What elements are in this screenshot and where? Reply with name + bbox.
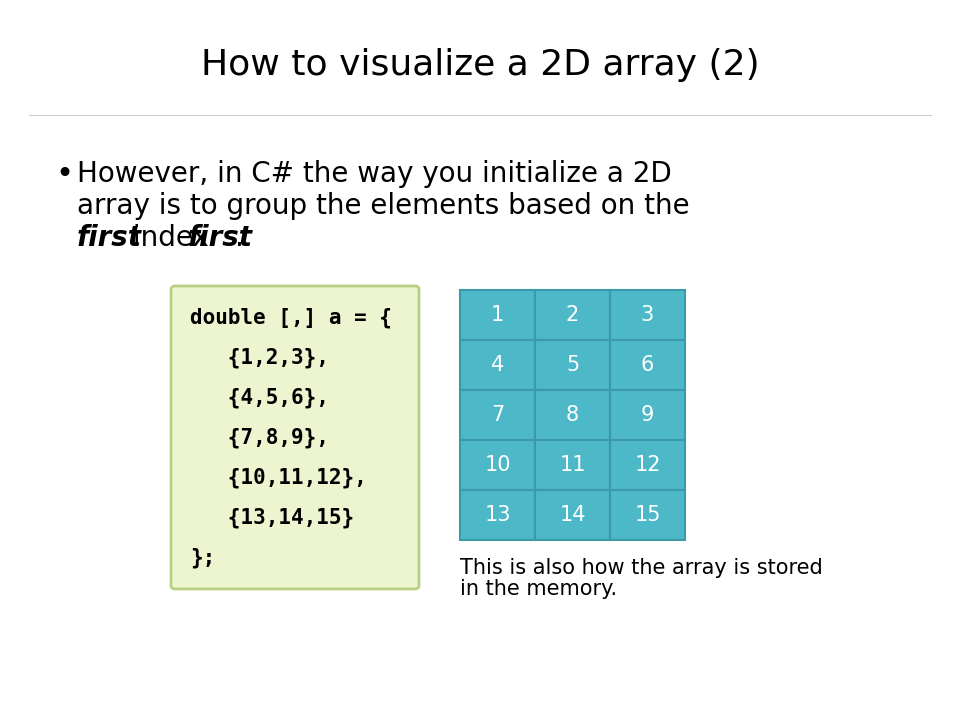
Text: {4,5,6},: {4,5,6}, [190,388,329,408]
Bar [610,440,685,490]
Text: array is to group the elements based on the: array is to group the elements based on … [77,192,689,220]
Text: {1,2,3},: {1,2,3}, [190,348,329,369]
Bar [535,340,610,390]
Text: However, in C# the way you initialize a 2D: However, in C# the way you initialize a … [77,160,672,188]
Text: {7,8,9},: {7,8,9}, [190,428,329,449]
Text: };: }; [190,548,215,569]
Text: 7: 7 [491,405,504,425]
Text: 10: 10 [484,455,511,475]
Bar [535,390,610,440]
Text: first: first [77,224,142,252]
Text: 1: 1 [491,305,504,325]
Text: index: index [124,224,218,252]
Bar [610,340,685,390]
Text: {13,14,15}: {13,14,15} [190,508,354,528]
Bar [535,290,610,340]
Bar [610,390,685,440]
Bar [535,440,610,490]
Text: .: . [235,224,244,252]
Text: 15: 15 [635,505,660,525]
Text: 12: 12 [635,455,660,475]
Text: This is also how the array is stored: This is also how the array is stored [460,558,823,578]
Text: 5: 5 [565,355,579,375]
Text: 14: 14 [560,505,586,525]
Text: 4: 4 [491,355,504,375]
Bar [460,490,535,540]
Text: How to visualize a 2D array (2): How to visualize a 2D array (2) [201,48,759,82]
Text: in the memory.: in the memory. [460,579,617,599]
Text: 2: 2 [565,305,579,325]
Bar [610,290,685,340]
Text: first: first [188,224,253,252]
Text: 6: 6 [641,355,654,375]
Text: {10,11,12},: {10,11,12}, [190,468,367,488]
Bar [610,490,685,540]
Text: 3: 3 [641,305,654,325]
Text: •: • [55,160,73,189]
Text: 9: 9 [641,405,654,425]
FancyBboxPatch shape [171,286,419,589]
Text: double [,] a = {: double [,] a = { [190,308,392,328]
Bar [460,340,535,390]
Bar [460,440,535,490]
Bar [460,390,535,440]
Text: 8: 8 [566,405,579,425]
Bar [535,490,610,540]
Text: 13: 13 [484,505,511,525]
Bar [460,290,535,340]
Text: 11: 11 [560,455,586,475]
